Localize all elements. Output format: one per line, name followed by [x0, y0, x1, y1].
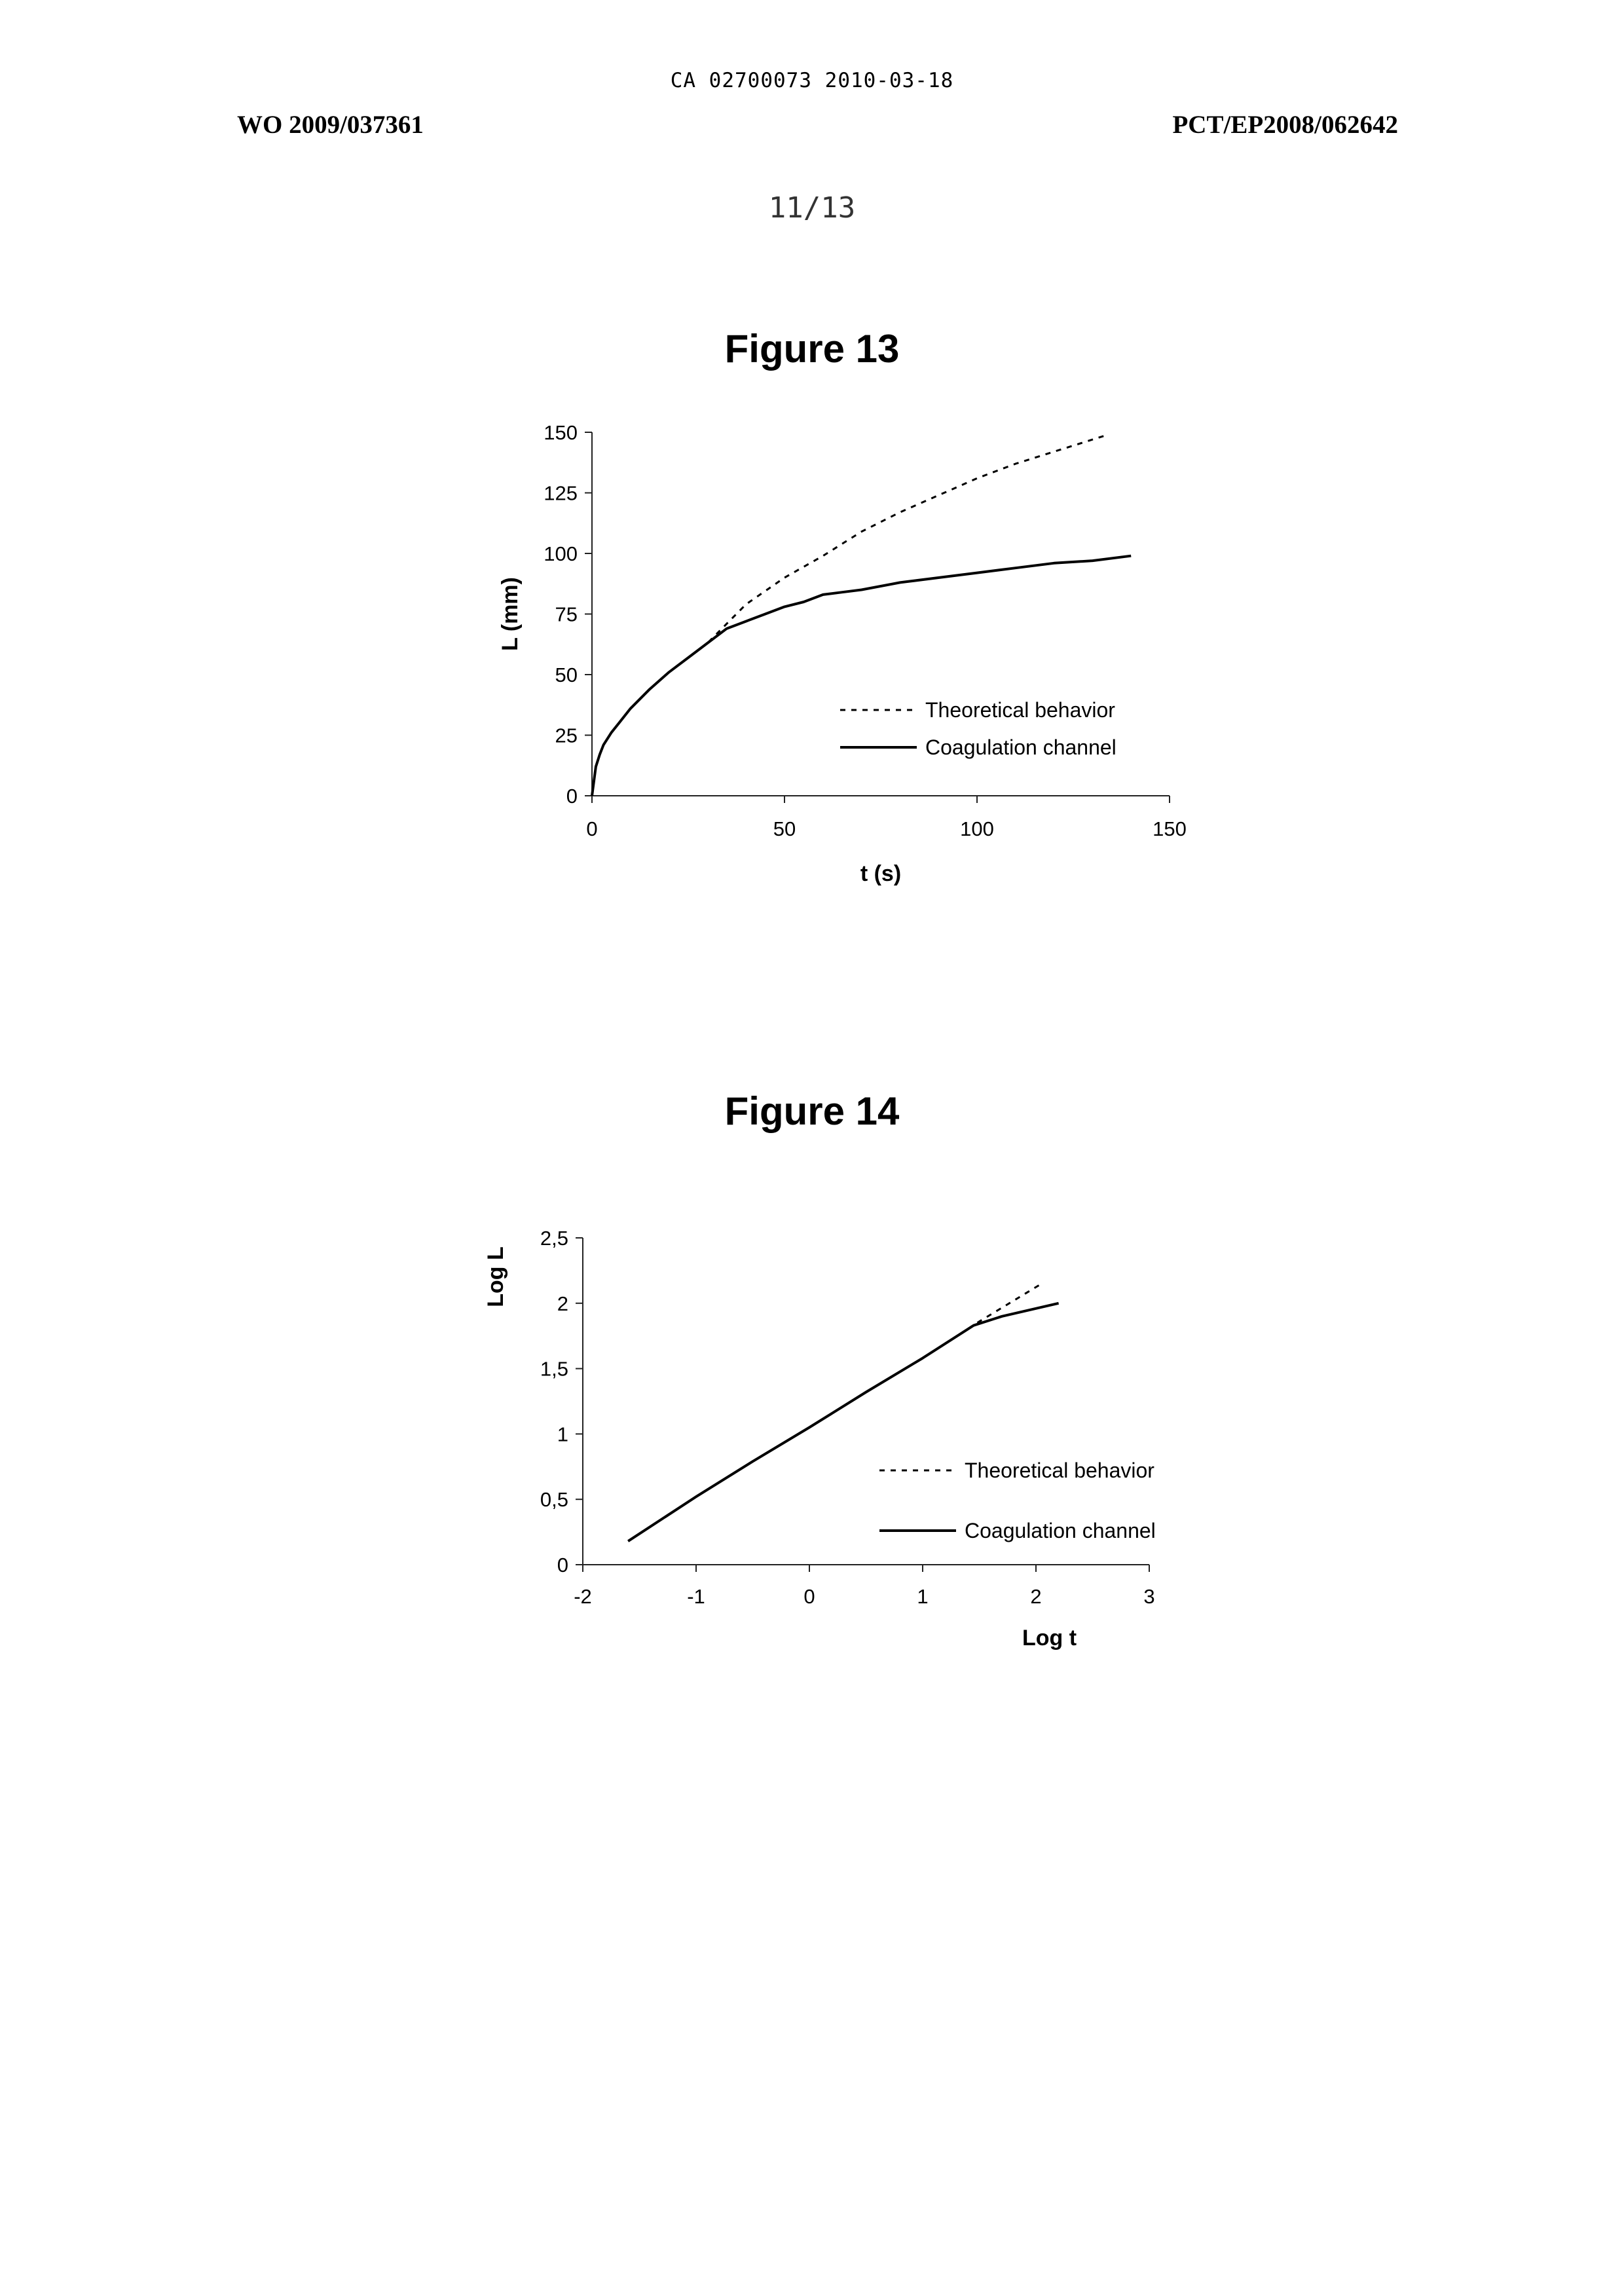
- legend-label: Coagulation channel: [965, 1519, 1156, 1542]
- x-tick-label: -1: [687, 1585, 705, 1608]
- y-tick-label: 1: [557, 1423, 568, 1445]
- y-tick-label: 2,5: [540, 1227, 568, 1250]
- x-tick-label: 1: [917, 1585, 928, 1608]
- x-tick-label: -2: [574, 1585, 592, 1608]
- x-tick-label: 2: [1030, 1585, 1041, 1608]
- y-tick-label: 0,5: [540, 1488, 568, 1511]
- legend-label: Theoretical behavior: [965, 1459, 1154, 1482]
- x-axis-label: Log t: [1022, 1626, 1077, 1650]
- y-axis-label: Log L: [483, 1246, 508, 1307]
- x-tick-label: 0: [803, 1585, 815, 1608]
- series-line-coagulation-channel: [628, 1303, 1058, 1541]
- x-tick-label: 3: [1143, 1585, 1154, 1608]
- y-tick-label: 1,5: [540, 1358, 568, 1381]
- y-tick-label: 0: [557, 1554, 568, 1576]
- y-tick-label: 2: [557, 1292, 568, 1315]
